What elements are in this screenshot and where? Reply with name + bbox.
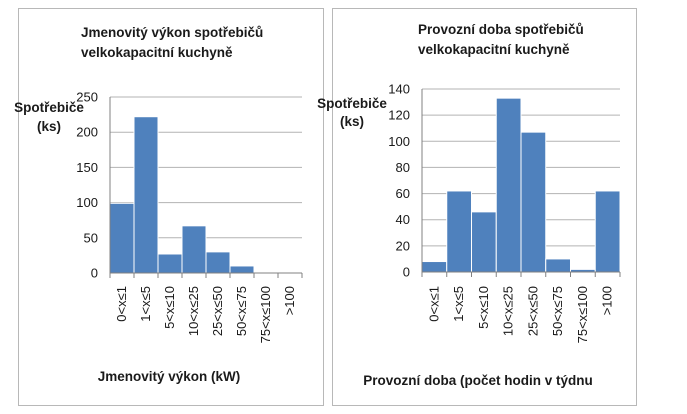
time-y-axis-label-line-2: (ks) [340, 114, 364, 129]
time-x-tick-3: 5<x≤10 [476, 286, 491, 329]
time-bar-8 [594, 190, 621, 273]
time-x-tick-5: 25<x≤50 [525, 286, 540, 336]
time-x-tick-4: 10<x≤25 [501, 286, 516, 336]
time-chart-title-line-2: velkokapacitní kuchyně [418, 42, 570, 57]
power-y-tick-150: 150 [76, 160, 98, 175]
time-x-tick-7: 75<x≤100 [575, 286, 590, 343]
time-bar-1 [421, 261, 448, 273]
power-y-tick-200: 200 [76, 125, 98, 140]
power-bar-4 [181, 225, 207, 274]
time-y-tick-20: 20 [396, 238, 410, 253]
chart-panel-power: Jmenovitý výkon spotřebičů velkokapacitní… [14, 8, 324, 406]
time-y-tick-100: 100 [388, 134, 410, 149]
power-y-tick-0: 0 [91, 266, 98, 281]
power-x-tick-8: >100 [282, 286, 297, 315]
power-x-tick-3: 5<x≤10 [162, 286, 177, 329]
time-y-tick-0: 0 [403, 265, 410, 280]
power-bar-2 [133, 116, 159, 274]
power-y-tick-50: 50 [84, 230, 98, 245]
power-y-tick-100: 100 [76, 195, 98, 210]
time-y-tick-40: 40 [396, 212, 410, 227]
time-x-tick-1: 0<x≤1 [426, 286, 441, 322]
power-chart-title-line-2: velkokapacitní kuchyně [81, 45, 233, 60]
time-bar-6 [545, 258, 571, 273]
power-x-tick-7: 75<x≤100 [258, 286, 273, 343]
power-y-axis-label-line-1: Spotřebiče [14, 100, 84, 115]
power-x-tick-2: 1<x≤5 [138, 286, 153, 322]
time-y-tick-140: 140 [388, 82, 410, 97]
power-bar-3 [157, 253, 183, 274]
operating-time-chart: Provozní doba spotřebičů velkokapacitní k… [317, 22, 621, 388]
time-x-tick-2: 1<x≤5 [451, 286, 466, 322]
power-bar-5 [205, 251, 231, 274]
power-y-tick-250: 250 [76, 90, 98, 105]
time-y-tick-80: 80 [396, 160, 410, 175]
chart-panel-operating-time: Provozní doba spotřebičů velkokapacitní k… [317, 8, 637, 406]
time-x-tick-8: >100 [600, 286, 615, 315]
power-x-tick-4: 10<x≤25 [186, 286, 201, 336]
time-bar-2 [446, 190, 472, 273]
time-bar-4 [495, 97, 522, 273]
time-bar-3 [471, 211, 497, 273]
time-x-axis-label: Provozní doba (počet hodin v týdnu [363, 373, 593, 388]
time-y-axis-label-line-1: Spotřebiče [317, 96, 387, 111]
time-x-tick-6: 50<x≤75 [550, 286, 565, 336]
power-chart: Jmenovitý výkon spotřebičů velkokapacitní… [14, 25, 303, 384]
time-y-tick-60: 60 [396, 186, 410, 201]
time-y-tick-120: 120 [388, 108, 410, 123]
power-bar-1 [109, 202, 135, 274]
power-bar-6 [229, 265, 255, 274]
power-x-tick-1: 0<x≤1 [114, 286, 129, 322]
power-y-axis-label-line-2: (ks) [37, 119, 61, 134]
power-x-tick-6: 50<x≤75 [234, 286, 249, 336]
time-chart-title-line-1: Provozní doba spotřebičů [418, 22, 584, 37]
power-x-axis-label: Jmenovitý výkon (kW) [98, 369, 241, 384]
power-x-tick-5: 25<x≤50 [210, 286, 225, 336]
time-bar-5 [520, 131, 547, 273]
power-chart-title-line-1: Jmenovitý výkon spotřebičů [81, 25, 263, 40]
